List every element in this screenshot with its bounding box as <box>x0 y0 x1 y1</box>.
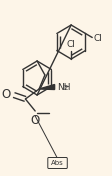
Polygon shape <box>39 84 54 90</box>
Text: O: O <box>30 114 39 127</box>
Text: Cl: Cl <box>93 34 102 43</box>
FancyBboxPatch shape <box>47 158 67 168</box>
Text: O: O <box>2 89 11 102</box>
Text: Cl: Cl <box>66 40 75 49</box>
Text: NH: NH <box>57 83 70 92</box>
Text: 2: 2 <box>63 86 68 92</box>
Text: Abs: Abs <box>51 160 63 166</box>
